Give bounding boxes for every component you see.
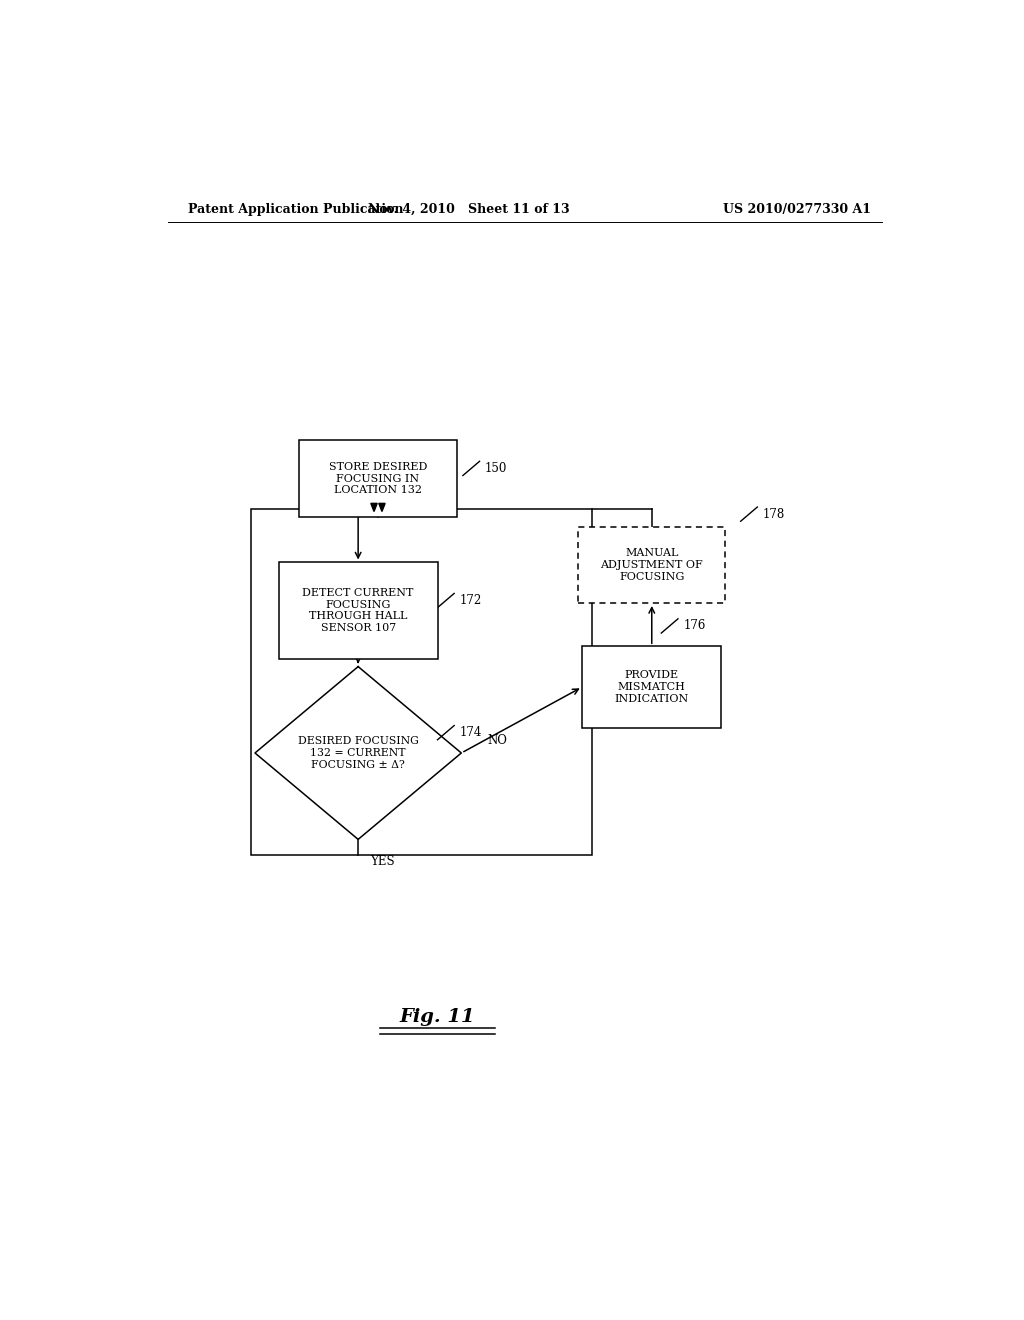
Bar xyxy=(279,562,437,659)
Bar xyxy=(299,441,458,516)
Text: Nov. 4, 2010   Sheet 11 of 13: Nov. 4, 2010 Sheet 11 of 13 xyxy=(369,203,570,215)
Text: PROVIDE
MISMATCH
INDICATION: PROVIDE MISMATCH INDICATION xyxy=(614,671,689,704)
Polygon shape xyxy=(371,503,377,511)
Text: 174: 174 xyxy=(460,726,482,739)
Bar xyxy=(251,510,592,854)
Polygon shape xyxy=(379,503,385,511)
Text: YES: YES xyxy=(370,855,394,869)
Text: DESIRED FOCUSING
132 = CURRENT
FOCUSING ± Δ?: DESIRED FOCUSING 132 = CURRENT FOCUSING … xyxy=(298,737,419,770)
Text: 178: 178 xyxy=(763,508,785,520)
Text: DETECT CURRENT
FOCUSING
THROUGH HALL
SENSOR 107: DETECT CURRENT FOCUSING THROUGH HALL SEN… xyxy=(302,589,414,634)
Text: STORE DESIRED
FOCUSING IN
LOCATION 132: STORE DESIRED FOCUSING IN LOCATION 132 xyxy=(329,462,427,495)
Text: US 2010/0277330 A1: US 2010/0277330 A1 xyxy=(723,203,871,215)
Text: 150: 150 xyxy=(485,462,508,475)
Text: MANUAL
ADJUSTMENT OF
FOCUSING: MANUAL ADJUSTMENT OF FOCUSING xyxy=(600,548,703,582)
Bar xyxy=(579,527,725,603)
Text: NO: NO xyxy=(487,734,507,747)
Text: 176: 176 xyxy=(684,619,706,632)
Text: 172: 172 xyxy=(460,594,482,607)
Text: Fig. 11: Fig. 11 xyxy=(399,1008,475,1026)
Bar xyxy=(583,647,721,727)
Text: Patent Application Publication: Patent Application Publication xyxy=(187,203,403,215)
